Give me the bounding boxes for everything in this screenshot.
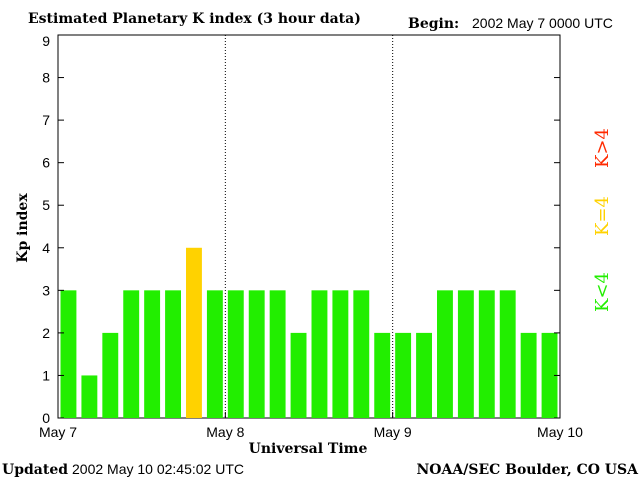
kp-bar (437, 290, 453, 418)
kp-bar (144, 290, 161, 418)
legend-k-less-than-4: K<4 (592, 272, 613, 312)
kp-bar (123, 290, 140, 418)
x-axis-ticks: May 7 May 8 May 9 May 10 (39, 412, 583, 440)
kp-bar (541, 332, 558, 418)
kp-bar (520, 332, 537, 418)
kp-bar (60, 290, 77, 418)
y-tick-label: 5 (42, 197, 50, 213)
x-tick-label: May 7 (39, 424, 77, 440)
y-axis-ticks: 0 1 2 3 4 5 6 7 8 9 (42, 33, 560, 426)
y-tick-label: 8 (42, 70, 50, 86)
kp-bar (290, 332, 307, 418)
kp-bar (248, 290, 265, 418)
kp-bar (457, 290, 474, 418)
kp-bar (478, 290, 495, 418)
updated-value: 2002 May 10 02:45:02 UTC (72, 461, 244, 477)
y-tick-label: 4 (42, 240, 50, 256)
bar-series (60, 247, 558, 418)
y-axis-label: Kp index (15, 193, 31, 263)
x-axis-label: Universal Time (249, 441, 368, 457)
y-tick-label: 7 (42, 112, 50, 128)
kp-bar (165, 290, 181, 418)
legend-k-equal-4: K=4 (592, 196, 613, 236)
updated-label: Updated (2, 462, 68, 478)
kp-bar (102, 332, 119, 418)
kp-bar (416, 332, 432, 418)
kp-bar (269, 290, 286, 418)
kp-bar (499, 290, 516, 418)
y-tick-label: 6 (42, 155, 50, 171)
kp-bar (311, 290, 328, 418)
x-tick-label: May 10 (537, 424, 583, 440)
kp-bar (374, 332, 391, 418)
y-tick-label: 2 (42, 325, 50, 341)
kp-bar (395, 332, 412, 418)
kp-bar (227, 290, 244, 418)
kp-bar (81, 375, 98, 418)
y-tick-label: 0 (42, 410, 50, 426)
chart-title: Estimated Planetary K index (3 hour data… (28, 11, 361, 27)
y-tick-label: 9 (42, 33, 50, 49)
plot-area (57, 34, 561, 419)
begin-value: 2002 May 7 0000 UTC (472, 15, 613, 31)
y-tick-label: 3 (42, 282, 50, 298)
begin-label: Begin: (408, 16, 459, 32)
x-tick-label: May 8 (206, 424, 244, 440)
plot-frame (57, 34, 561, 419)
x-tick-label: May 9 (374, 424, 412, 440)
kp-bar (353, 290, 370, 418)
y-tick-label: 1 (42, 367, 50, 383)
legend-k-greater-than-4: K>4 (592, 128, 613, 168)
source-credit: NOAA/SEC Boulder, CO USA (417, 462, 640, 478)
kp-bar (186, 247, 202, 418)
kp-bar (332, 290, 349, 418)
kp-bar (206, 290, 223, 418)
